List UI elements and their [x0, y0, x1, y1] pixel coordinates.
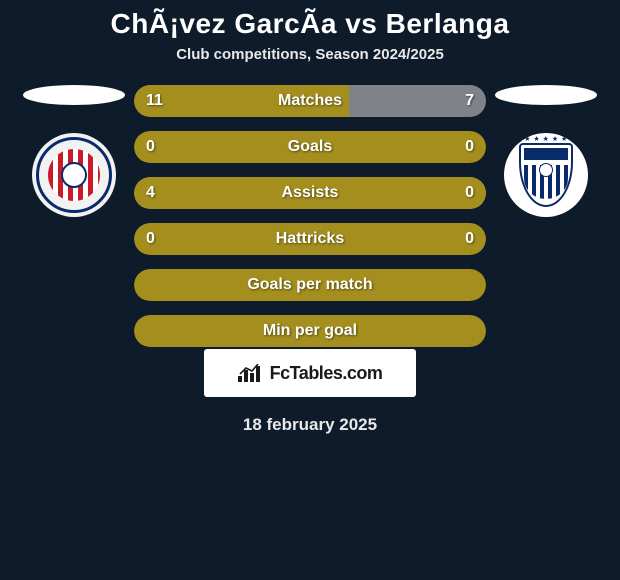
stat-bar: 11 Matches 7 [134, 85, 486, 117]
chivas-crest-icon [61, 162, 87, 188]
right-player-column: ★ ★ ★ ★ ★ [486, 85, 606, 217]
stat-bar: 4 Assists 0 [134, 177, 486, 209]
stat-label: Assists [282, 184, 339, 202]
comparison-card: ChÃ¡vez GarcÃ­a vs Berlanga Club competi… [0, 0, 620, 435]
brand-badge[interactable]: FcTables.com [204, 349, 416, 397]
stat-value-left: 0 [146, 230, 155, 248]
stat-label: Matches [278, 92, 342, 110]
stat-label: Goals per match [247, 276, 372, 294]
page-title: ChÃ¡vez GarcÃ­a vs Berlanga [111, 8, 510, 40]
left-player-name-pill [23, 85, 125, 105]
pachuca-stars-icon: ★ ★ ★ ★ ★ [524, 135, 568, 143]
left-club-badge [32, 133, 116, 217]
stat-value-right: 0 [465, 138, 474, 156]
body-row: 11 Matches 7 0 Goals 0 4 Assists 0 0 Hattricks 0 Goa… [0, 85, 620, 347]
stat-value-left: 4 [146, 184, 155, 202]
stat-bar: Min per goal [134, 315, 486, 347]
stat-bar: 0 Goals 0 [134, 131, 486, 163]
pachuca-shield-icon: ★ ★ ★ ★ ★ [519, 143, 573, 207]
stat-bar: 0 Hattricks 0 [134, 223, 486, 255]
stat-value-right: 0 [465, 230, 474, 248]
stat-label: Goals [288, 138, 332, 156]
date-label: 18 february 2025 [243, 415, 377, 435]
left-player-column [14, 85, 134, 217]
right-club-badge: ★ ★ ★ ★ ★ [504, 133, 588, 217]
page-subtitle: Club competitions, Season 2024/2025 [176, 46, 444, 63]
stat-value-left: 0 [146, 138, 155, 156]
stat-label: Hattricks [276, 230, 344, 248]
pachuca-shield-ball-icon [539, 163, 553, 177]
stat-value-right: 0 [465, 184, 474, 202]
right-player-name-pill [495, 85, 597, 105]
pachuca-shield-top [524, 148, 568, 160]
stats-column: 11 Matches 7 0 Goals 0 4 Assists 0 0 Hattricks 0 Goa… [134, 85, 486, 347]
stat-value-right: 7 [465, 92, 474, 110]
stat-label: Min per goal [263, 322, 357, 340]
stat-bar: Goals per match [134, 269, 486, 301]
stat-value-left: 11 [146, 92, 163, 110]
fctables-logo-icon [238, 364, 264, 382]
brand-text: FcTables.com [270, 363, 383, 384]
